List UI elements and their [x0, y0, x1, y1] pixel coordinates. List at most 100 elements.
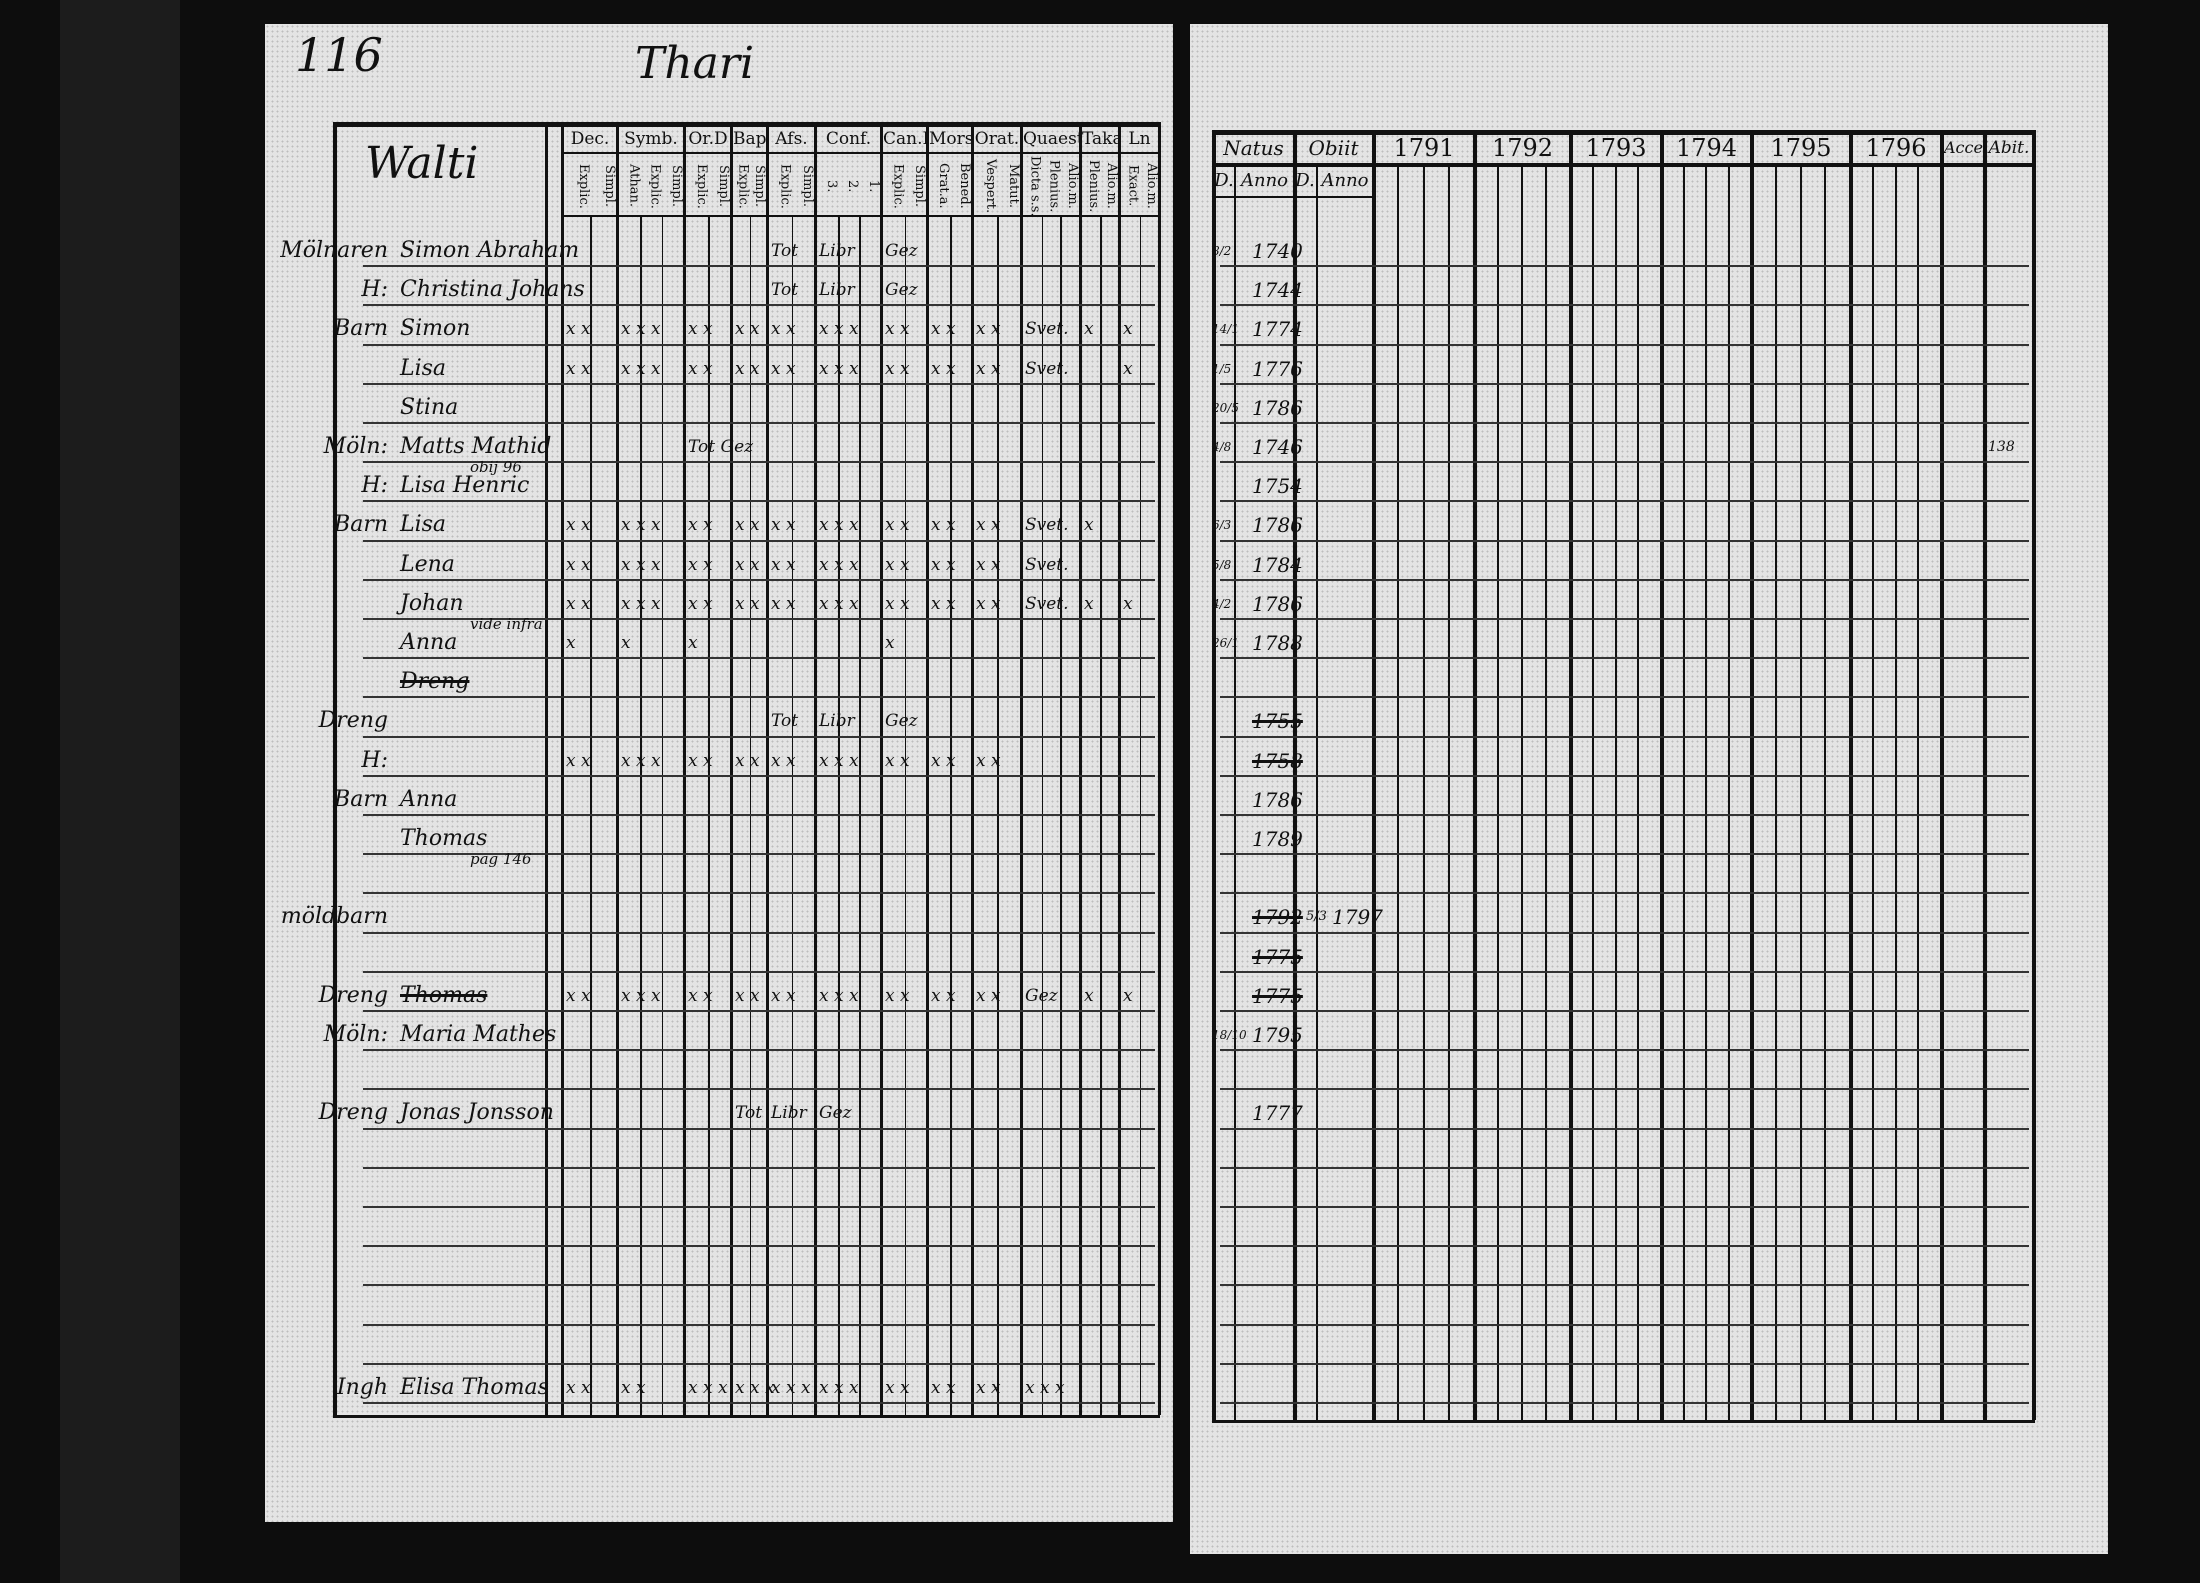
catechism-mark: x x — [771, 319, 796, 340]
column-group-header: Afs. — [775, 129, 808, 149]
catechism-mark: x x — [931, 319, 956, 340]
catechism-mark: x x — [566, 985, 591, 1006]
column-subheader: Vespert. — [983, 158, 998, 214]
row-rule — [1220, 814, 2029, 816]
row-rule — [1220, 1166, 2029, 1169]
person-name: Lena — [400, 551, 455, 577]
row-prefix: H: — [361, 747, 388, 773]
row-rule — [363, 774, 1155, 777]
row-rule — [1220, 931, 2029, 934]
catechism-mark: x x — [885, 750, 910, 771]
catechism-mark: x x — [885, 515, 910, 536]
column-border — [1158, 122, 1161, 1415]
birth-day: 4/8 — [1212, 440, 1232, 454]
row-rule — [1220, 657, 2029, 660]
row-prefix: Mölnaren — [280, 238, 388, 263]
catechism-mark: x x — [688, 554, 713, 575]
birth-year: 1746 — [1252, 435, 1303, 459]
catechism-mark: x x — [885, 593, 910, 614]
row-rule — [363, 1206, 1155, 1208]
row-rule — [363, 1088, 1155, 1091]
catechism-mark: x x — [566, 750, 591, 771]
column-border — [1020, 122, 1023, 1415]
catechism-mark: x x x — [1025, 1377, 1065, 1398]
column-border — [730, 122, 733, 1415]
catechism-mark: x — [1123, 319, 1133, 340]
catechism-mark: x x x — [621, 515, 661, 536]
catechism-mark: Gez — [819, 1103, 852, 1124]
column-border — [926, 122, 929, 1415]
catechism-mark: x x — [976, 750, 1001, 771]
birth-year: 1776 — [1252, 356, 1303, 381]
row-note: vide infra — [470, 615, 543, 633]
column-border — [880, 122, 883, 1415]
catechism-mark: x x — [976, 319, 1001, 340]
birth-year: 1786 — [1252, 395, 1303, 420]
birth-day: 18/10 — [1212, 1028, 1247, 1042]
year-subcolumn-border — [1614, 163, 1617, 1420]
birth-day: 8/2 — [1212, 244, 1232, 258]
catechism-mark: x x x — [621, 750, 661, 771]
row-rule — [1220, 970, 2029, 973]
person-name: Matts Mathid — [400, 434, 552, 459]
column-subheader: Alio.m. — [1104, 163, 1119, 209]
row-rule — [363, 1323, 1155, 1326]
column-border — [766, 122, 769, 1415]
column-group-header: Mors. — [929, 129, 971, 149]
column-subheader: Explic. — [576, 163, 591, 209]
birth-year: 1775 — [1252, 983, 1303, 1008]
column-group-header: Orat. — [974, 129, 1020, 149]
birth-day: 14/1 — [1212, 322, 1239, 337]
row-rule — [1220, 1127, 2029, 1130]
year-subcolumn-border — [1521, 163, 1523, 1420]
column-subheader: 3. — [824, 179, 839, 193]
row-rule — [363, 735, 1155, 738]
row-prefix: Möln: — [323, 1022, 388, 1047]
row-rule — [1220, 461, 2029, 464]
birth-day: 6/3 — [1212, 518, 1232, 533]
catechism-mark: x — [1084, 593, 1094, 614]
year-subcolumn-border — [1397, 163, 1400, 1420]
catechism-mark: x x — [688, 593, 713, 614]
row-rule — [363, 1402, 1155, 1404]
right-page — [1190, 24, 2108, 1554]
column-subheader: Athan. — [626, 164, 642, 208]
person-name: Johan — [400, 590, 464, 616]
catechism-mark: Svet. — [1025, 554, 1069, 575]
row-rule — [1220, 1088, 2029, 1091]
accel-header: Accel — [1944, 138, 1989, 157]
row-rule — [363, 1127, 1155, 1130]
catechism-mark: x x — [735, 515, 760, 536]
obiit-header: Obiit — [1308, 136, 1359, 160]
row-note: pag 146 — [470, 850, 532, 869]
birth-year: 1774 — [1252, 317, 1303, 342]
person-name: Thomas — [400, 826, 488, 851]
catechism-mark: x x — [688, 358, 713, 379]
catechism-mark: Svet. — [1025, 593, 1069, 614]
column-group-header: Or.D — [688, 129, 728, 149]
catechism-mark: x x — [885, 985, 910, 1006]
column-subheader: 1. — [866, 179, 881, 193]
column-border — [683, 122, 686, 1415]
catechism-mark: x x x — [621, 593, 661, 614]
death-year: 1797 — [1332, 905, 1383, 930]
person-name: Lisa Henric — [400, 473, 530, 499]
row-rule — [1220, 500, 2029, 503]
catechism-mark: x — [1123, 985, 1133, 1006]
column-subheader: Alio.m. — [1144, 163, 1159, 209]
catechism-mark: x x x — [621, 319, 661, 340]
person-name: Dreng — [400, 669, 470, 695]
row-rule — [1220, 735, 2029, 738]
table-border — [333, 122, 337, 1415]
birth-year: 1788 — [1252, 631, 1303, 655]
row-rule — [363, 422, 1155, 424]
catechism-mark: x x — [976, 593, 1001, 614]
catechism-mark: x x — [735, 750, 760, 771]
birth-year: 1758 — [1252, 748, 1303, 773]
catechism-mark: x — [1084, 319, 1094, 340]
catechism-mark: x — [1084, 985, 1094, 1006]
catechism-mark: Tot — [771, 241, 799, 261]
table-border — [333, 1415, 1160, 1418]
year-header: 1793 — [1585, 134, 1647, 162]
catechism-mark: Tot — [735, 1103, 763, 1124]
